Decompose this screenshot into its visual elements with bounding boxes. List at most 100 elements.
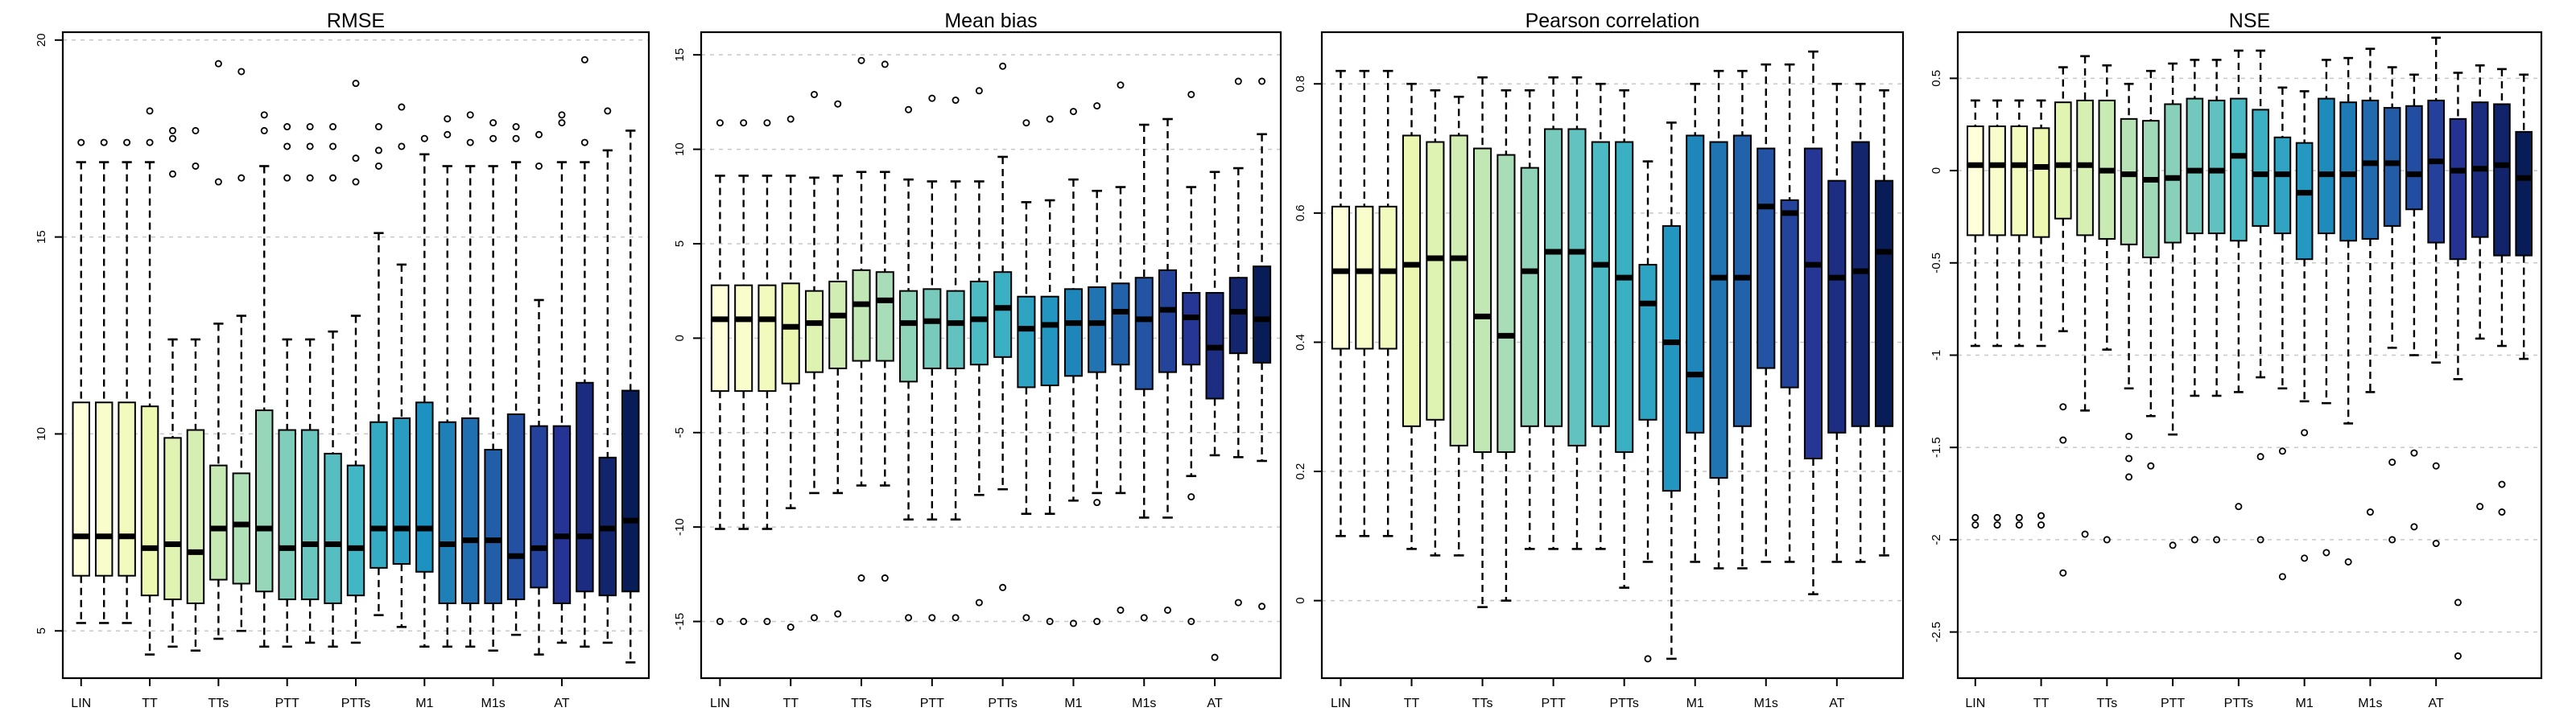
outlier-point xyxy=(975,87,983,95)
outlier-point xyxy=(146,107,154,115)
outlier-point xyxy=(1258,603,1266,611)
box xyxy=(438,115,456,648)
y-tick-label: 5 xyxy=(35,627,48,634)
outlier-point xyxy=(352,154,360,162)
outlier-point xyxy=(2037,521,2046,529)
x-tick-label: TTs xyxy=(2096,697,2117,710)
iqr-box xyxy=(1851,141,1870,427)
x-tick-label: M1 xyxy=(2296,697,2314,710)
iqr-box xyxy=(1355,205,1374,350)
outlier-point xyxy=(466,138,474,146)
outlier-point xyxy=(1093,499,1101,507)
box xyxy=(1378,69,1397,537)
outlier-point xyxy=(1993,513,2001,521)
outlier-point xyxy=(168,126,176,134)
y-tick-label: -0.5 xyxy=(1930,253,1943,274)
outlier-point xyxy=(2388,536,2396,544)
outlier-point xyxy=(489,134,497,142)
outlier-point xyxy=(2213,536,2221,544)
iqr-box xyxy=(2142,120,2160,258)
outlier-point xyxy=(420,134,428,142)
iqr-box xyxy=(72,401,90,577)
outlier-point xyxy=(810,90,818,98)
box xyxy=(2010,99,2029,529)
y-tick-label: 0 xyxy=(673,335,687,341)
x-tick-label: TTs xyxy=(208,697,229,710)
outlier-point xyxy=(444,115,452,123)
iqr-box xyxy=(1591,141,1610,427)
iqr-box xyxy=(1253,265,1272,364)
iqr-box xyxy=(758,284,777,393)
box xyxy=(758,119,777,626)
iqr-box xyxy=(1182,292,1201,366)
outlier-point xyxy=(905,105,913,113)
box xyxy=(1228,77,1248,607)
outlier-point xyxy=(535,162,543,170)
outlier-point xyxy=(306,142,314,150)
iqr-box xyxy=(621,389,640,593)
box xyxy=(1803,50,1823,595)
outlier-point xyxy=(2476,503,2484,511)
y-tick-label: -10 xyxy=(673,518,687,536)
outlier-point xyxy=(374,146,382,154)
outlier-point xyxy=(1971,513,1979,521)
box xyxy=(2032,99,2050,529)
outlier-point xyxy=(1187,618,1195,626)
y-tick-label: -5 xyxy=(673,427,687,438)
outlier-point xyxy=(1069,619,1077,627)
chart-title: RMSE xyxy=(327,10,385,32)
outlier-point xyxy=(260,126,268,134)
iqr-box xyxy=(1520,167,1539,427)
outlier-point xyxy=(2125,455,2133,463)
iqr-box xyxy=(1473,147,1492,453)
y-tick-label: 10 xyxy=(673,142,687,156)
x-tick-label: TT xyxy=(782,697,799,710)
box xyxy=(2295,90,2314,562)
box xyxy=(1134,123,1154,622)
iqr-box xyxy=(2405,105,2423,211)
iqr-box xyxy=(2120,117,2138,245)
x-tick-label: M1s xyxy=(2358,697,2382,710)
outlier-point xyxy=(2256,453,2264,461)
box xyxy=(1966,99,1984,529)
outlier-point xyxy=(237,68,246,76)
box xyxy=(1709,69,1728,570)
box xyxy=(2252,49,2269,544)
iqr-box xyxy=(255,409,274,593)
iqr-box xyxy=(2361,99,2380,240)
chart-title: Pearson correlation xyxy=(1525,10,1700,32)
chart-panel: 5 10 15 20 LIN TT TTs PTT PTTs M1 M1s AT RMSE xyxy=(35,10,650,710)
box xyxy=(484,119,502,652)
outlier-point xyxy=(260,111,268,119)
outlier-point xyxy=(905,614,913,622)
iqr-box xyxy=(2383,107,2401,227)
outlier-point xyxy=(192,126,200,134)
outlier-point xyxy=(168,170,176,178)
box xyxy=(232,68,251,632)
outlier-point xyxy=(928,94,936,102)
outlier-point xyxy=(580,138,588,146)
outlier-point xyxy=(2278,447,2286,455)
y-tick-label: -1 xyxy=(1930,350,1943,360)
outlier-point xyxy=(604,107,612,115)
y-tick-label: 10 xyxy=(35,427,48,441)
box xyxy=(2164,62,2182,549)
box xyxy=(2230,49,2248,511)
outlier-point xyxy=(2059,403,2067,411)
iqr-box xyxy=(1402,134,1422,427)
x-tick-label: AT xyxy=(1829,697,1844,710)
iqr-box xyxy=(1017,295,1036,389)
y-tick-label: -1.5 xyxy=(1930,437,1943,458)
box xyxy=(852,56,871,582)
iqr-box xyxy=(781,282,800,385)
box xyxy=(415,134,434,648)
outlier-point xyxy=(1993,521,2001,529)
outlier-point xyxy=(952,97,960,105)
box xyxy=(899,105,919,622)
box xyxy=(255,111,274,648)
box xyxy=(1253,77,1272,611)
outlier-point xyxy=(857,56,865,64)
box xyxy=(781,115,800,631)
iqr-box xyxy=(828,280,848,369)
